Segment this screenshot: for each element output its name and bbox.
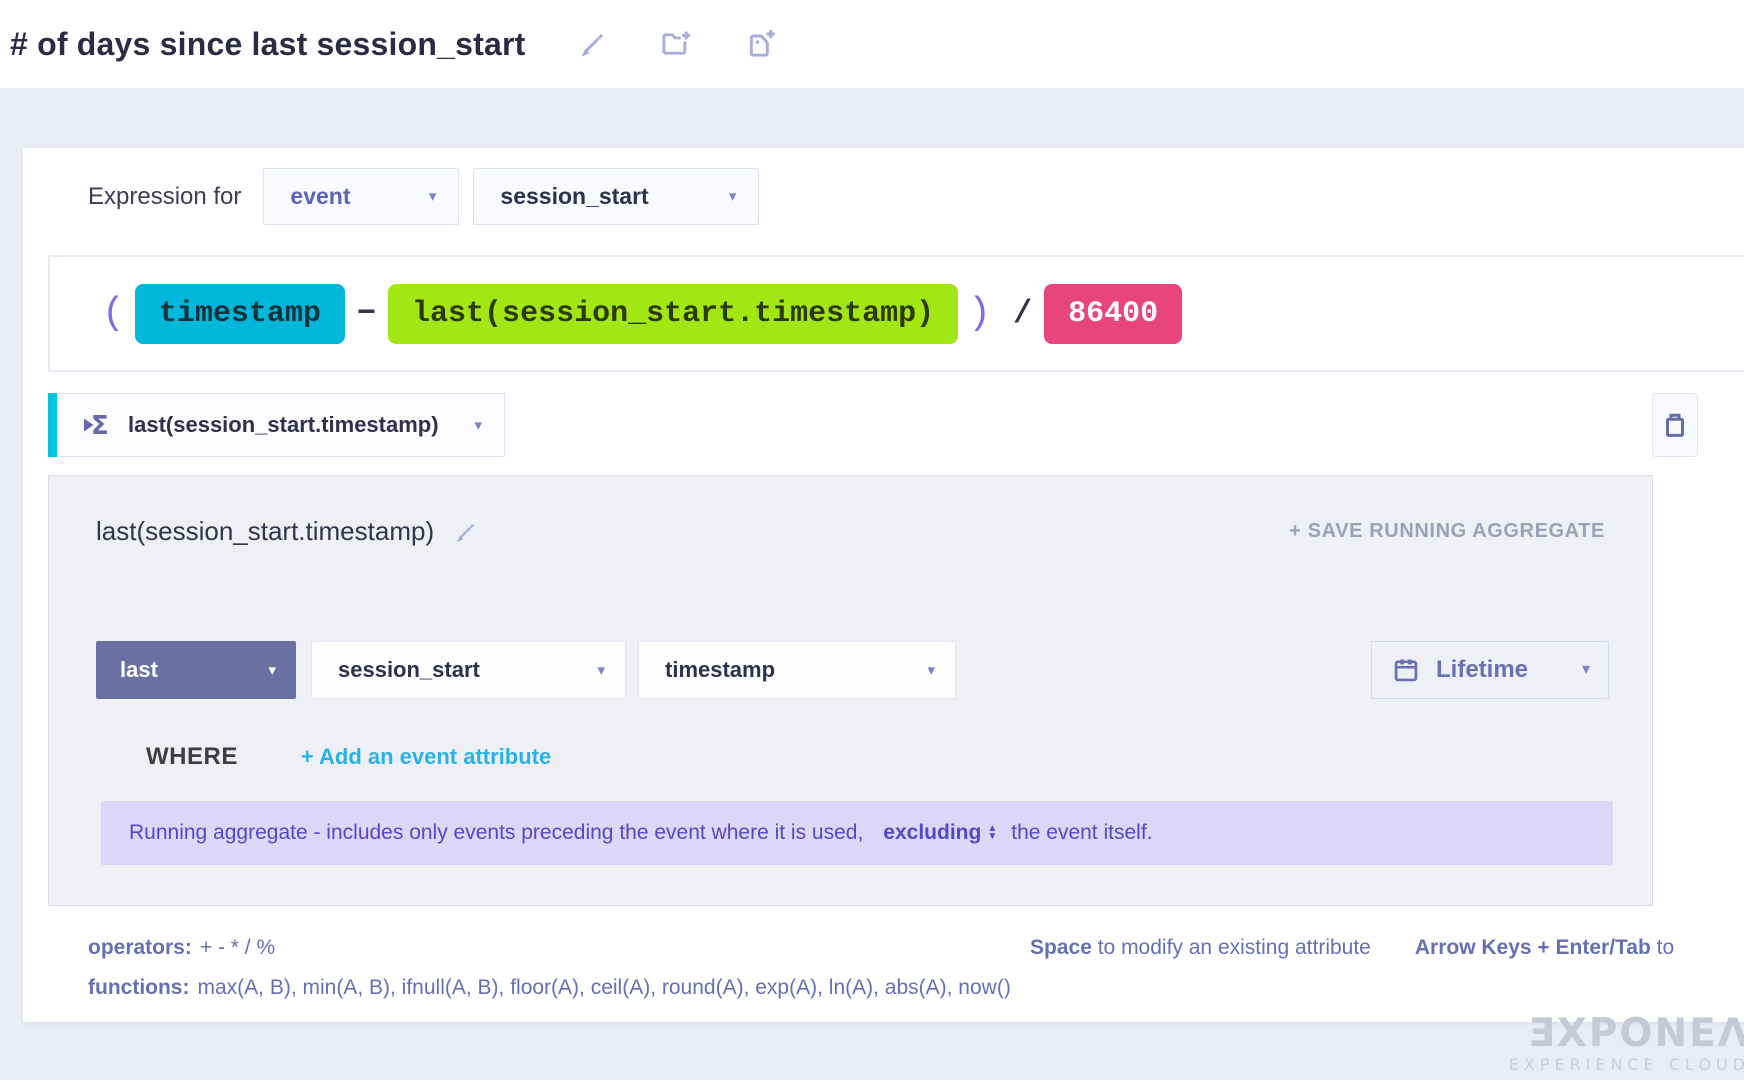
keyboard-hints: Space to modify an existing attribute Ar… [1030, 936, 1674, 960]
expression-type-dropdown[interactable]: event ▾ [263, 168, 460, 225]
exponea-logo: ƎXPONEΛ [1528, 1011, 1744, 1056]
calendar-icon [1392, 656, 1420, 684]
chevron-down-icon: ▾ [597, 661, 605, 679]
operators-label: operators: [88, 936, 192, 959]
note-text-after: the event itself. [1011, 821, 1153, 844]
exponea-tagline: EXPERIENCE CLOUD [1508, 1055, 1744, 1074]
excluding-toggle[interactable]: excluding ▲ ▼ [883, 821, 997, 845]
aggregate-panel: last(session_start.timestamp) + SAVE RUN… [48, 475, 1653, 906]
running-aggregate-sigma-icon: Σ [82, 411, 112, 439]
edit-aggregate-icon[interactable] [454, 520, 478, 544]
page-title: # of days since last session_start [10, 25, 526, 62]
expression-token-last-aggregate[interactable]: last(session_start.timestamp) [388, 283, 959, 344]
expression-for-row: Expression for event ▾ session_start ▾ [65, 168, 760, 225]
minus-operator: − [356, 295, 377, 332]
top-header: # of days since last session_start [0, 0, 1744, 88]
aggregate-title: last(session_start.timestamp) [96, 516, 435, 546]
chevron-down-icon: ▾ [268, 661, 276, 679]
delete-aggregate-button[interactable] [1652, 393, 1698, 457]
chevron-down-icon: ▾ [428, 188, 437, 205]
chevron-down-icon: ▾ [728, 188, 737, 205]
functions-label: functions: [88, 976, 190, 999]
chevron-down-icon: ▾ [927, 661, 935, 679]
hint-arrow-keys: Arrow Keys + Enter/Tab to [1415, 936, 1674, 960]
aggregate-selector-value: last(session_start.timestamp) [128, 412, 439, 437]
hint-arrow-keys-key: Arrow Keys + Enter/Tab [1414, 936, 1651, 959]
close-paren: ) [968, 292, 991, 335]
hint-space-key: Space [1030, 936, 1092, 959]
divide-operator: / [1012, 295, 1033, 332]
where-row: WHERE + Add an event attribute [146, 743, 551, 771]
sort-updown-icon: ▲ ▼ [987, 822, 998, 842]
operators-value: + - * / % [199, 936, 276, 959]
timeframe-value: Lifetime [1436, 656, 1529, 683]
excluding-toggle-value: excluding [883, 821, 982, 844]
add-to-folder-icon[interactable] [660, 28, 694, 60]
running-aggregate-note: Running aggregate - includes only events… [101, 801, 1613, 865]
exponea-watermark: ƎXPONEΛ EXPERIENCE CLOUD [1509, 1014, 1744, 1074]
note-text-before: Running aggregate - includes only events… [129, 821, 864, 844]
aggregate-attribute-value: timestamp [665, 657, 776, 682]
aggregate-selector-dropdown[interactable]: Σ last(session_start.timestamp) ▾ [57, 393, 505, 457]
timeframe-dropdown[interactable]: Lifetime ▾ [1371, 641, 1609, 699]
chevron-down-icon: ▾ [1581, 661, 1590, 678]
aggregate-function-dropdown[interactable]: last ▾ [96, 641, 296, 699]
open-paren: ( [102, 292, 125, 335]
expression-for-label: Expression for [88, 182, 242, 210]
expression-event-dropdown[interactable]: session_start ▾ [473, 168, 760, 225]
hint-space-text: to modify an existing attribute [1097, 936, 1371, 959]
functions-value: max(A, B), min(A, B), ifnull(A, B), floo… [197, 976, 1011, 999]
edit-title-icon[interactable] [578, 29, 608, 59]
aggregate-attribute-dropdown[interactable]: timestamp ▾ [638, 641, 956, 699]
hint-space: Space to modify an existing attribute [1030, 936, 1371, 960]
aggregate-selector-row: Σ last(session_start.timestamp) ▾ [48, 393, 505, 457]
expression-event-value: session_start [500, 183, 649, 209]
aggregate-function-value: last [120, 657, 158, 682]
expression-token-86400[interactable]: 86400 [1044, 283, 1183, 344]
add-tag-icon[interactable] [746, 28, 778, 60]
aggregate-accent-bar [48, 393, 57, 457]
trash-icon [1661, 410, 1689, 440]
aggregate-event-dropdown[interactable]: session_start ▾ [311, 641, 626, 699]
add-event-attribute-link[interactable]: + Add an event attribute [300, 744, 552, 769]
aggregate-event-value: session_start [338, 657, 480, 682]
aggregate-dropdown-row: last ▾ session_start ▾ timestamp ▾ [96, 641, 1609, 699]
functions-row: functions: max(A, B), min(A, B), ifnull(… [88, 976, 1011, 1000]
expression-editor-card: Expression for event ▾ session_start ▾ (… [23, 148, 1744, 1022]
operators-row: operators: + - * / % [88, 936, 275, 960]
expression-type-value: event [290, 183, 351, 209]
where-label: WHERE [146, 743, 238, 770]
expression-token-timestamp[interactable]: timestamp [134, 283, 345, 344]
aggregate-panel-header: last(session_start.timestamp) + SAVE RUN… [96, 516, 1605, 547]
save-running-aggregate-button[interactable]: + SAVE RUNNING AGGREGATE [1289, 520, 1605, 542]
chevron-down-icon: ▾ [474, 416, 482, 434]
hint-arrow-keys-text: to [1656, 936, 1675, 959]
svg-text:Σ: Σ [91, 411, 109, 439]
expression-input[interactable]: ( timestamp − last(session_start.timesta… [48, 255, 1744, 372]
